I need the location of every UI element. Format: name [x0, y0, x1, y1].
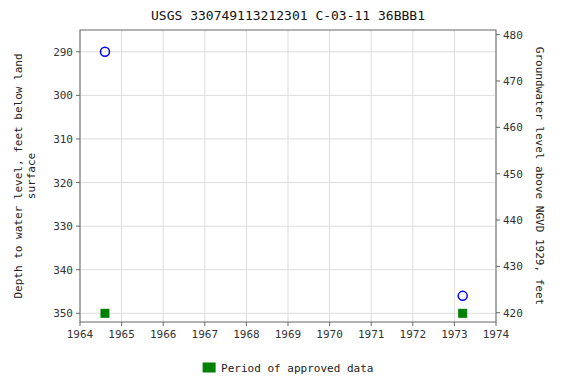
grid-line	[454, 30, 455, 322]
y-tick	[76, 226, 80, 227]
y2-tick	[496, 266, 500, 267]
y-tick-label: 340	[53, 264, 73, 277]
x-tick-label: 1965	[108, 328, 135, 341]
grid-line	[80, 226, 496, 227]
grid-line	[246, 30, 247, 322]
x-tick	[454, 322, 455, 326]
x-tick	[121, 322, 122, 326]
x-tick-label: 1966	[150, 328, 177, 341]
y-tick-label: 310	[53, 133, 73, 146]
x-tick	[163, 322, 164, 326]
y2-tick-label: 460	[503, 121, 523, 134]
x-tick	[371, 322, 372, 326]
data-point	[458, 291, 467, 300]
y2-tick	[496, 127, 500, 128]
grid-line	[371, 30, 372, 322]
grid-line	[163, 30, 164, 322]
x-tick	[246, 322, 247, 326]
x-tick	[80, 322, 81, 326]
x-tick-label: 1972	[400, 328, 427, 341]
grid-line	[329, 30, 330, 322]
y2-tick-label: 440	[503, 214, 523, 227]
x-tick	[496, 322, 497, 326]
grid-line	[204, 30, 205, 322]
y2-tick	[496, 173, 500, 174]
y-tick-label: 330	[53, 220, 73, 233]
data-marks	[100, 47, 467, 317]
axes: 1964 1965 1966 1967 1968 1969 1970 1971 1972 1973…	[53, 29, 523, 341]
grid-line	[80, 269, 496, 270]
data-point	[459, 309, 467, 317]
y2-tick	[496, 34, 500, 35]
y2-tick	[496, 312, 500, 313]
y-tick-label: 290	[53, 46, 73, 59]
x-tick-label: 1973	[441, 328, 468, 341]
y-tick	[76, 95, 80, 96]
grid	[80, 30, 496, 322]
y2-tick-label: 470	[503, 75, 523, 88]
x-tick-label: 1968	[233, 328, 260, 341]
y-tick-label: 300	[53, 89, 73, 102]
y-axis-label: Depth to water level, feet below landsur…	[12, 53, 38, 298]
y-tick	[76, 313, 80, 314]
legend-swatch	[203, 363, 215, 372]
y2-tick-label: 480	[503, 29, 523, 42]
y-tick	[76, 138, 80, 139]
y2-tick-label: 420	[503, 307, 523, 320]
x-tick-label: 1969	[275, 328, 302, 341]
y-tick	[76, 51, 80, 52]
x-tick-label: 1967	[192, 328, 219, 341]
grid-line	[412, 30, 413, 322]
x-tick-label: 1971	[358, 328, 385, 341]
chart: 1964 1965 1966 1967 1968 1969 1970 1971 1972 1973…	[0, 0, 576, 384]
grid-line	[288, 30, 289, 322]
y-tick-label: 350	[53, 307, 73, 320]
y-tick	[76, 182, 80, 183]
grid-line	[80, 138, 496, 139]
legend: Period of approved data	[203, 362, 373, 375]
grid-line	[121, 30, 122, 322]
x-tick	[288, 322, 289, 326]
x-tick-label: 1974	[483, 328, 510, 341]
y-tick	[76, 269, 80, 270]
grid-line	[80, 313, 496, 314]
grid-line	[80, 95, 496, 96]
x-tick	[204, 322, 205, 326]
grid-line	[80, 182, 496, 183]
x-tick	[329, 322, 330, 326]
x-tick	[412, 322, 413, 326]
x-tick-label: 1964	[67, 328, 94, 341]
plot-frame	[80, 30, 496, 322]
legend-label: Period of approved data	[221, 362, 373, 375]
title: USGS 330749113212301 C-03-11 36BBB1	[151, 8, 425, 23]
background	[0, 0, 576, 384]
y-tick-label: 320	[53, 177, 73, 190]
y2-axis-label: Groundwater level above NGVD 1929, feet	[533, 47, 546, 305]
x-tick-label: 1970	[316, 328, 343, 341]
y2-tick	[496, 220, 500, 221]
y2-tick-label: 430	[503, 260, 523, 273]
y2-tick-label: 450	[503, 168, 523, 181]
data-point	[100, 47, 109, 56]
y2-tick	[496, 80, 500, 81]
data-point	[101, 309, 109, 317]
grid-line	[80, 51, 496, 52]
